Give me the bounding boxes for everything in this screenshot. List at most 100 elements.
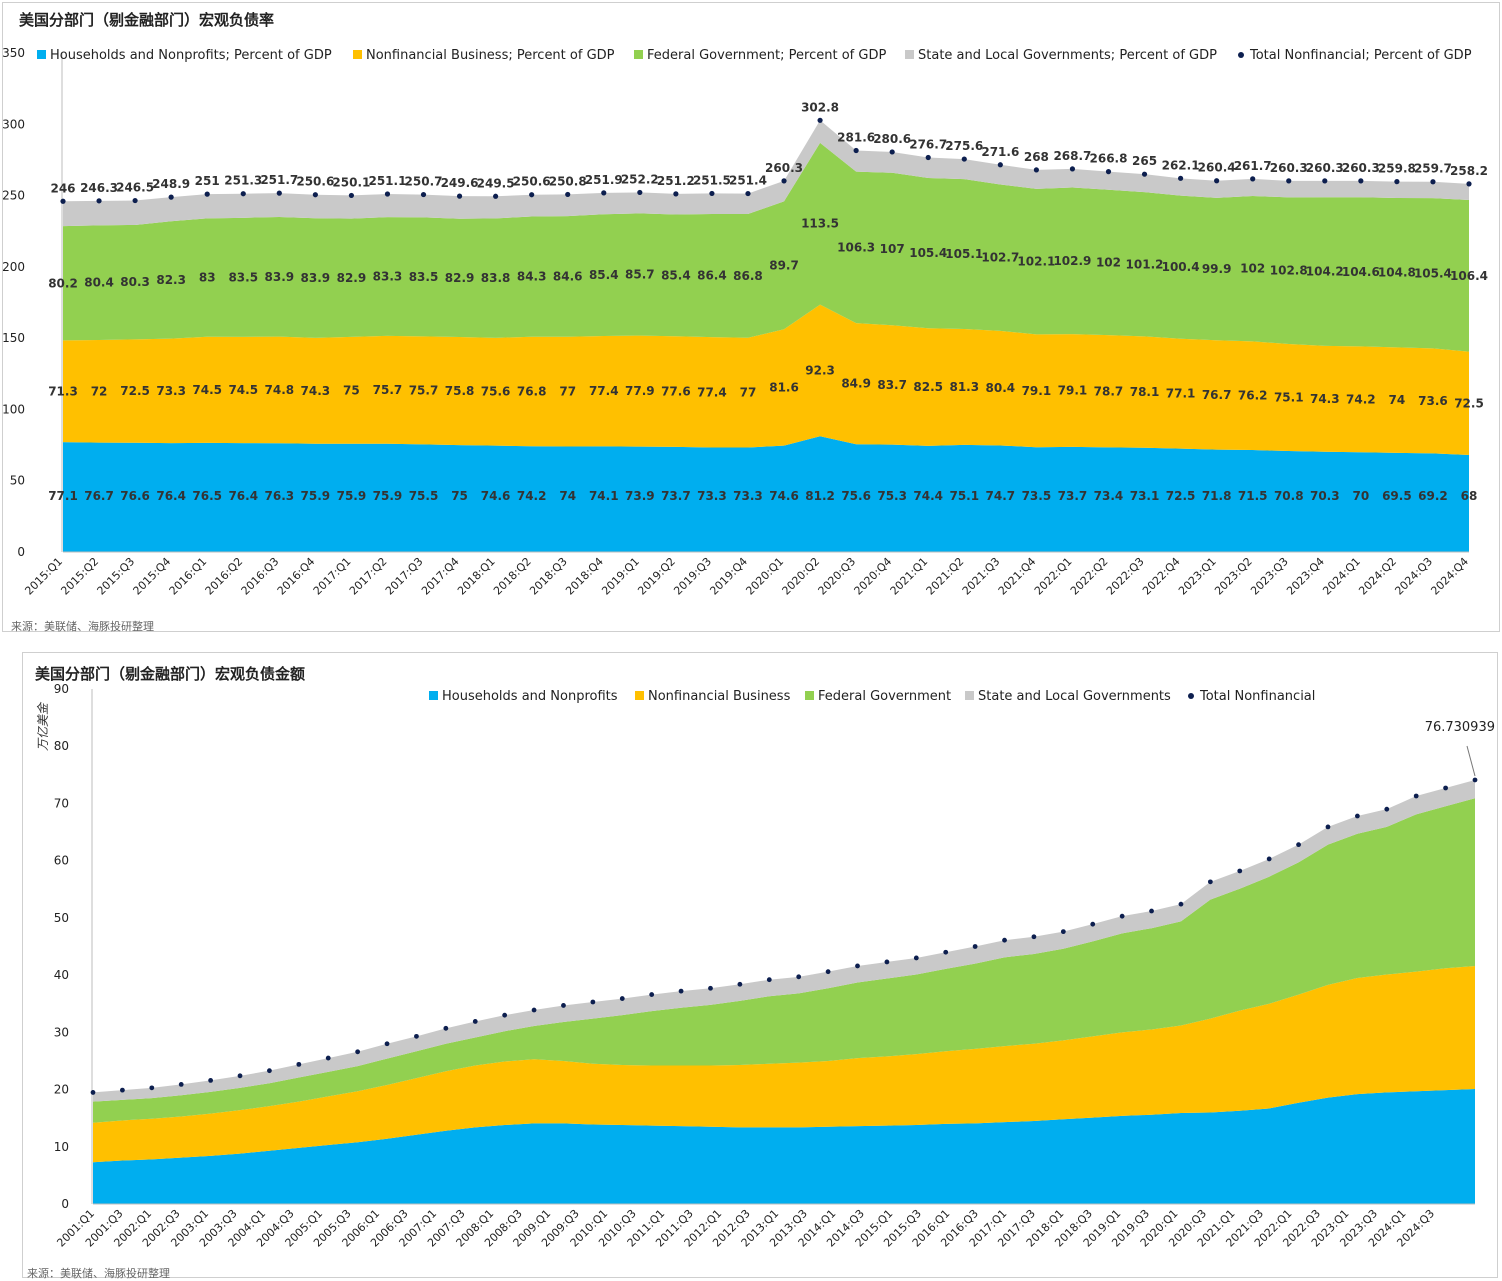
data-point bbox=[561, 1003, 566, 1008]
data-label: 251.4 bbox=[729, 174, 767, 188]
data-label: 250.7 bbox=[405, 175, 443, 189]
data-point bbox=[1250, 176, 1256, 182]
data-point bbox=[1466, 181, 1472, 187]
data-label: 101.2 bbox=[1126, 257, 1164, 271]
legend-label: Federal Government; Percent of GDP bbox=[647, 48, 886, 63]
area-series-0 bbox=[93, 1088, 1475, 1204]
x-tick-label: 2017:Q4 bbox=[419, 555, 462, 598]
data-point bbox=[925, 154, 931, 161]
legend-swatch bbox=[965, 691, 974, 700]
data-point bbox=[1358, 178, 1364, 184]
legend-swatch bbox=[37, 50, 46, 59]
data-label: 75.1 bbox=[949, 489, 979, 503]
data-label: 75.3 bbox=[877, 489, 907, 503]
data-point bbox=[1031, 934, 1037, 940]
data-label: 69.2 bbox=[1418, 489, 1448, 503]
data-label: 251.9 bbox=[585, 173, 623, 187]
data-label: 74 bbox=[559, 489, 576, 503]
data-point bbox=[1178, 901, 1184, 907]
data-point bbox=[529, 192, 535, 198]
y-tick-label: 350 bbox=[3, 46, 25, 60]
x-tick-label: 2022:Q2 bbox=[1068, 555, 1111, 598]
data-label: 81.2 bbox=[805, 489, 835, 503]
data-label: 248.9 bbox=[152, 177, 190, 191]
data-point bbox=[1149, 908, 1154, 914]
legend-label: Total Nonfinancial; Percent of GDP bbox=[1249, 48, 1472, 63]
data-point bbox=[1090, 921, 1096, 927]
data-label: 69.5 bbox=[1382, 489, 1412, 503]
debt-amount-chart: 01020304050607080902001:Q12001:Q32002:Q1… bbox=[36, 682, 1495, 1250]
data-label: 100.4 bbox=[1162, 260, 1200, 274]
data-point bbox=[132, 197, 138, 204]
data-label: 75.9 bbox=[337, 489, 367, 503]
data-point bbox=[384, 191, 391, 197]
area-series-2 bbox=[93, 798, 1475, 1123]
data-label: 83.8 bbox=[481, 271, 511, 285]
x-tick-label: 2021:Q4 bbox=[996, 555, 1039, 598]
data-label: 262.1 bbox=[1162, 158, 1200, 172]
data-label: 83.5 bbox=[409, 270, 439, 284]
legend-label: Federal Government bbox=[818, 689, 951, 704]
data-label: 259.8 bbox=[1378, 162, 1416, 176]
x-tick-label: 2017:Q1 bbox=[311, 555, 354, 598]
data-label: 75.9 bbox=[373, 489, 403, 503]
y-tick-label: 70 bbox=[54, 796, 69, 810]
y-tick-label: 60 bbox=[54, 854, 69, 868]
data-label: 260.3 bbox=[1342, 161, 1380, 175]
data-label: 75 bbox=[343, 383, 360, 397]
data-label: 79.1 bbox=[1058, 384, 1088, 398]
data-label: 271.6 bbox=[981, 145, 1019, 159]
data-label: 74.2 bbox=[1346, 392, 1376, 406]
data-label: 75 bbox=[451, 489, 468, 503]
data-point bbox=[1296, 842, 1301, 848]
data-label: 250.8 bbox=[549, 174, 587, 188]
area-series-2 bbox=[63, 142, 1469, 352]
data-point bbox=[1237, 868, 1243, 874]
data-label: 99.9 bbox=[1202, 262, 1232, 276]
y-tick-label: 0 bbox=[17, 545, 25, 559]
data-label: 72.5 bbox=[1166, 489, 1196, 503]
x-tick-label: 2022:Q3 bbox=[1104, 555, 1147, 598]
data-point bbox=[1069, 166, 1076, 172]
data-label: 85.4 bbox=[589, 268, 619, 282]
data-point bbox=[913, 955, 919, 961]
data-point bbox=[420, 191, 427, 198]
legend-label: State and Local Governments; Percent of … bbox=[918, 48, 1217, 63]
data-label: 83 bbox=[199, 271, 216, 285]
data-label: 85.7 bbox=[625, 267, 655, 281]
data-label: 250.1 bbox=[332, 175, 370, 189]
area-series-3 bbox=[63, 120, 1469, 227]
data-label: 276.7 bbox=[909, 138, 947, 152]
x-tick-label: 2023:Q3 bbox=[1248, 555, 1291, 598]
data-label: 73.3 bbox=[156, 384, 186, 398]
data-label: 77.1 bbox=[48, 489, 78, 503]
data-point bbox=[1472, 777, 1478, 783]
data-label: 75.1 bbox=[1274, 391, 1304, 405]
data-label: 82.5 bbox=[913, 380, 943, 394]
data-label: 92.3 bbox=[805, 363, 835, 377]
data-label: 102 bbox=[1096, 255, 1121, 269]
y-tick-label: 100 bbox=[3, 402, 25, 416]
x-tick-label: 2019:Q1 bbox=[599, 555, 642, 598]
data-label: 251.3 bbox=[224, 174, 262, 188]
data-label: 258.2 bbox=[1450, 164, 1488, 178]
data-point bbox=[961, 156, 967, 162]
data-label: 251.5 bbox=[693, 173, 731, 187]
data-point bbox=[637, 189, 643, 196]
data-label: 251 bbox=[195, 174, 220, 188]
legend-swatch bbox=[353, 50, 362, 59]
data-point bbox=[855, 963, 860, 969]
data-point bbox=[678, 988, 684, 994]
data-point bbox=[997, 162, 1003, 168]
data-label: 82.9 bbox=[337, 271, 367, 285]
data-point bbox=[766, 977, 772, 983]
data-label: 74 bbox=[1389, 393, 1406, 407]
data-label: 77 bbox=[740, 386, 757, 400]
data-label: 74.6 bbox=[481, 489, 511, 503]
data-label: 251.7 bbox=[260, 173, 298, 187]
data-point bbox=[204, 191, 210, 197]
annotation-label: 76.730939 bbox=[1425, 720, 1495, 735]
data-label: 259.7 bbox=[1414, 162, 1452, 176]
data-point bbox=[276, 190, 282, 196]
data-label: 76.7 bbox=[1202, 388, 1232, 402]
